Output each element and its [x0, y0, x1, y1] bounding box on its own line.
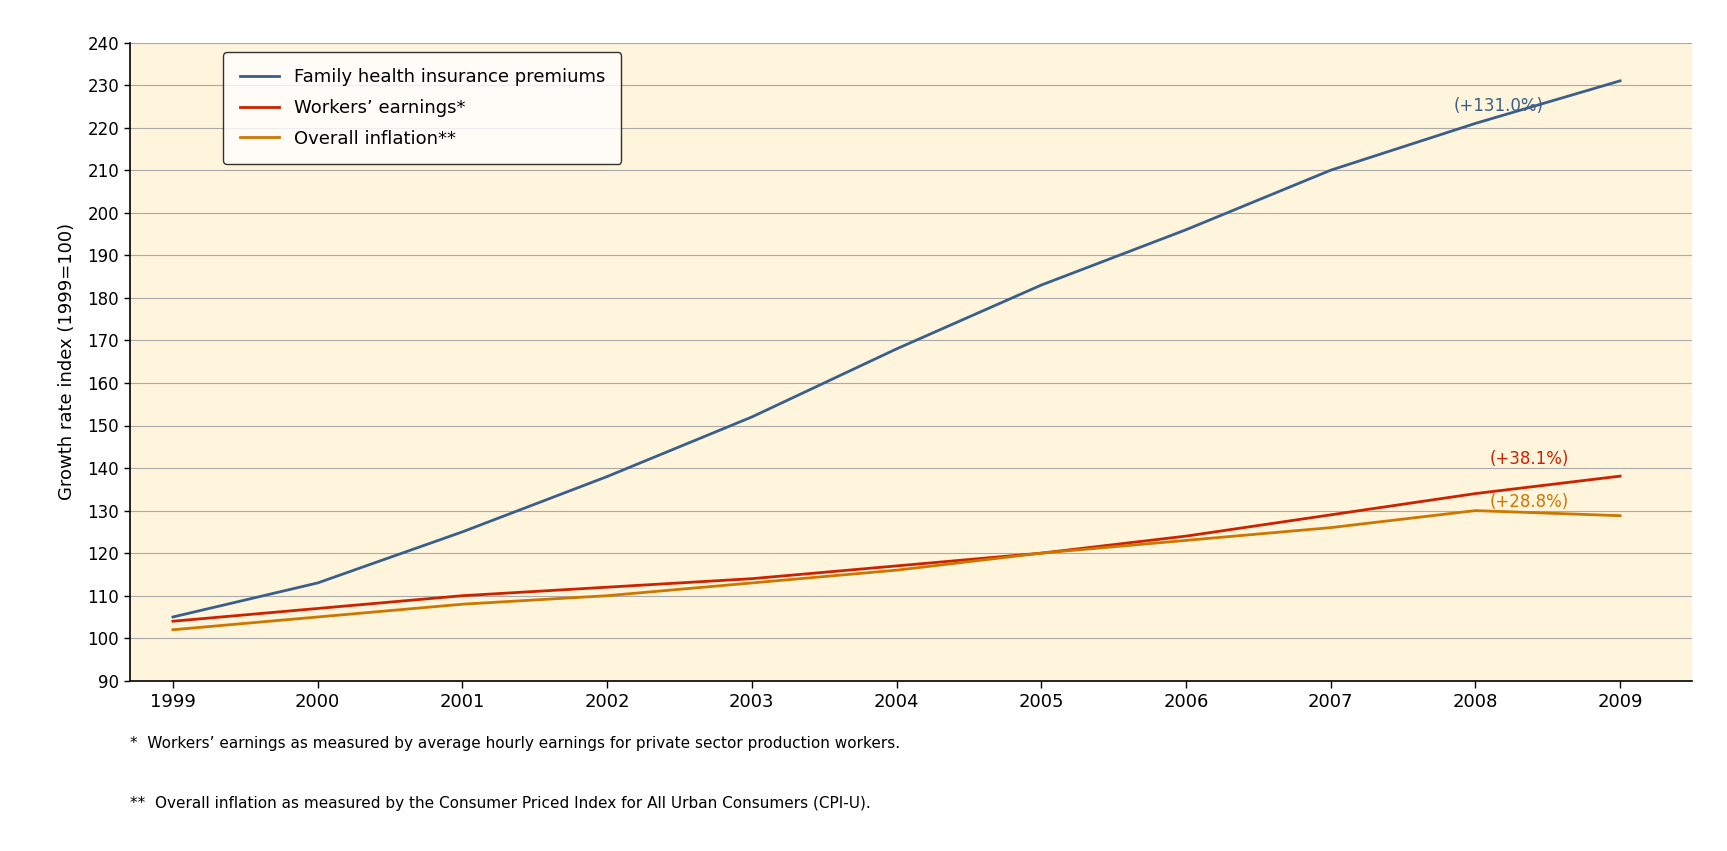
Legend: Family health insurance premiums, Workers’ earnings*, Overall inflation**: Family health insurance premiums, Worker…	[223, 52, 622, 164]
Text: **  Overall inflation as measured by the Consumer Priced Index for All Urban Con: ** Overall inflation as measured by the …	[130, 796, 870, 811]
Text: (+38.1%): (+38.1%)	[1490, 450, 1570, 468]
Text: (+131.0%): (+131.0%)	[1454, 97, 1544, 115]
Text: *  Workers’ earnings as measured by average hourly earnings for private sector p: * Workers’ earnings as measured by avera…	[130, 736, 900, 751]
Text: (+28.8%): (+28.8%)	[1490, 493, 1570, 511]
Y-axis label: Growth rate index (1999=100): Growth rate index (1999=100)	[59, 223, 76, 500]
